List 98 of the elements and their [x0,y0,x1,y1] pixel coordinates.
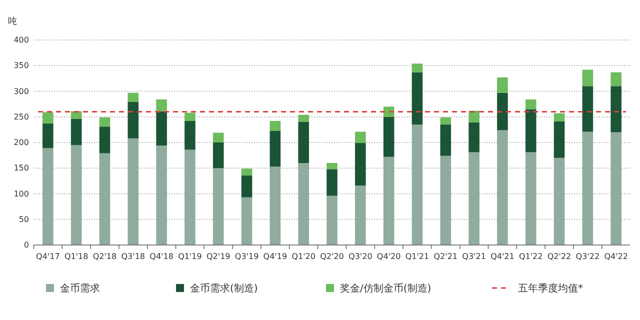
bar [412,124,423,245]
x-tick-label: Q3'18 [121,252,146,261]
bar [99,153,110,245]
bar [42,148,54,245]
y-tick-label: 400 [14,36,29,45]
bar [212,142,224,168]
bar [554,158,565,245]
bar [212,132,224,142]
bar [70,111,82,119]
y-axis-title: 吨 [8,16,17,27]
x-tick-label: Q2'19 [206,252,230,261]
y-tick-label: 150 [14,164,29,173]
bar [440,156,452,245]
x-tick-label: Q3'20 [348,252,372,261]
bar [270,120,281,131]
legend-label: 金币需求 [60,282,100,294]
bar [412,72,423,125]
bar [610,72,622,86]
bar [326,163,338,170]
bar [270,130,281,167]
bar [270,166,281,245]
bar [525,109,536,152]
bar [610,132,622,245]
bar [355,143,366,186]
bar [554,121,565,158]
bar [42,124,54,148]
bar [525,152,536,245]
x-tick-label: Q2'20 [320,252,344,261]
x-tick-label: Q3'22 [576,252,600,261]
bar [355,132,366,144]
y-tick-label: 250 [14,112,29,122]
bar [326,196,338,245]
bar [128,92,139,102]
y-tick-label: 350 [14,61,29,70]
legend-label: 五年季度均值* [518,282,583,294]
x-tick-label: Q4'17 [36,252,60,261]
bar [156,146,167,245]
bar [468,152,480,245]
y-tick-label: 0 [24,240,29,250]
bar [497,92,508,130]
y-tick-label: 200 [14,138,29,148]
bar [383,106,394,117]
bar [582,70,594,86]
bar [184,112,196,121]
bar [610,86,622,132]
bar [128,102,139,138]
x-tick-label: Q4'19 [263,252,288,261]
x-tick-label: Q4'18 [150,252,174,261]
bar [383,116,394,157]
bar [212,168,224,245]
bar [440,117,452,125]
bar [412,64,423,72]
bar [468,110,480,123]
bar [128,138,139,245]
bar [525,99,536,110]
y-tick-label: 100 [14,189,29,198]
bar [582,86,594,132]
bar [326,169,338,196]
bar [298,122,309,163]
bar [298,114,309,122]
bar [440,124,452,156]
bar [42,112,54,124]
x-tick-label: Q2'21 [434,252,458,261]
bar [99,126,110,154]
x-tick-label: Q1'22 [518,252,543,261]
bar [383,156,394,245]
x-tick-label: Q4'20 [376,252,401,261]
bar [70,118,82,146]
bar [156,111,167,146]
bar [554,113,565,122]
x-tick-label: Q2'22 [547,252,572,261]
x-tick-label: Q4'21 [490,252,514,261]
legend-label: 金币需求(制造) [190,282,258,294]
bar [582,132,594,245]
bar [184,120,196,150]
bar [156,99,167,112]
x-tick-label: Q1'18 [64,252,88,261]
bar [497,130,508,245]
x-tick-label: Q1'19 [178,252,202,261]
bar [99,117,110,127]
x-tick-label: Q4'22 [604,252,628,261]
bar [497,77,508,93]
bar [241,168,252,176]
x-tick-label: Q3'21 [462,252,486,261]
y-tick-label: 50 [18,214,29,224]
bar [468,122,480,152]
x-tick-label: Q3'19 [234,252,259,261]
x-tick-label: Q1'20 [292,252,316,261]
bar [70,145,82,245]
bar [184,150,196,245]
x-tick-label: Q1'21 [405,252,430,261]
bar [298,163,309,245]
bar [241,197,252,245]
y-tick-label: 300 [14,86,29,96]
x-tick-label: Q2'18 [92,252,117,261]
bar [355,186,366,245]
bar [241,175,252,198]
legend-label: 奖金/仿制金币(制造) [340,282,432,294]
